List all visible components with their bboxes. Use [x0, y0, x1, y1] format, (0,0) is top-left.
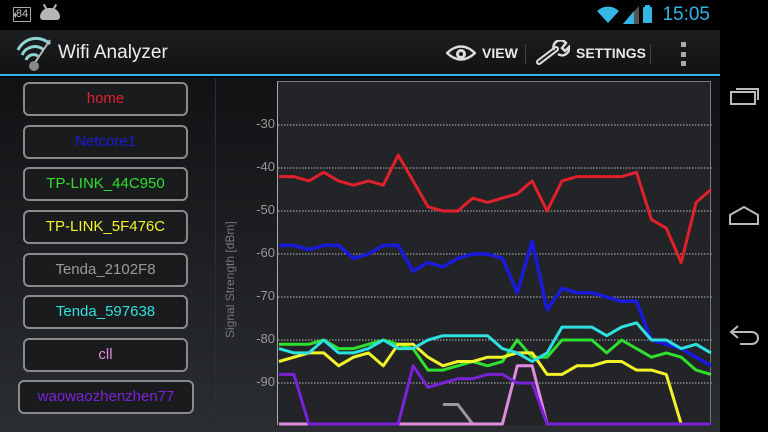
status-bar: 84 15:05 — [0, 0, 720, 30]
eye-icon — [446, 45, 476, 61]
network-button-tp-link-44c950[interactable]: TP-LINK_44C950 — [23, 167, 188, 201]
action-bar: Wifi Analyzer VIEW SETTINGS — [0, 30, 720, 76]
y-tick: -60 — [256, 245, 275, 260]
network-button-tenda-2102f8[interactable]: Tenda_2102F8 — [23, 253, 188, 287]
wrench-icon — [536, 40, 570, 65]
network-label: TP-LINK_44C950 — [46, 175, 165, 192]
network-button-tp-link-5f476c[interactable]: TP-LINK_5F476C — [23, 210, 188, 244]
clock: 15:05 — [662, 4, 710, 25]
main-content: home Netcore1 TP-LINK_44C950 TP-LINK_5F4… — [0, 78, 720, 432]
network-button-home[interactable]: home — [23, 82, 188, 116]
y-tick: -50 — [256, 202, 275, 217]
settings-label: SETTINGS — [576, 45, 647, 61]
signal-line-tenda-597638 — [278, 321, 712, 363]
y-tick: -40 — [256, 159, 275, 174]
network-button-netcore1[interactable]: Netcore1 — [23, 125, 188, 159]
signal-line-tp-link-44c950 — [279, 338, 712, 376]
action-divider — [650, 44, 651, 64]
wifi-analyzer-logo-icon[interactable] — [14, 36, 54, 72]
network-label: Netcore1 — [75, 133, 136, 150]
back-icon[interactable] — [728, 320, 760, 350]
signal-lines — [278, 124, 712, 426]
signal-line-waowaozhenzhen77 — [279, 364, 711, 426]
y-axis-title: Signal Strength [dBm] — [223, 221, 237, 338]
y-tick: -80 — [256, 331, 275, 346]
view-label: VIEW — [482, 45, 518, 61]
network-label: cll — [98, 346, 113, 363]
cell-signal-icon — [623, 6, 640, 24]
overflow-menu-icon[interactable] — [678, 42, 688, 66]
network-label: TP-LINK_5F476C — [45, 218, 166, 235]
network-button-waowaozhenzhen77[interactable]: waowaozhenzhen77 — [18, 380, 194, 414]
signal-line-tp-link-5f476c — [278, 342, 711, 426]
plot-area[interactable] — [277, 81, 712, 426]
settings-button[interactable]: SETTINGS — [536, 30, 646, 76]
android-debug-icon — [40, 8, 60, 20]
view-button[interactable]: VIEW — [446, 30, 518, 76]
network-label: waowaozhenzhen77 — [37, 388, 175, 405]
system-tray: 15:05 — [597, 4, 710, 26]
navigation-bar — [720, 0, 768, 432]
panel-divider — [215, 78, 216, 432]
battery-charging-icon — [643, 5, 653, 23]
network-button-cll[interactable]: cll — [23, 338, 188, 372]
recent-apps-icon[interactable] — [728, 82, 760, 112]
y-tick: -30 — [256, 116, 275, 131]
y-tick: -90 — [256, 374, 275, 389]
home-icon[interactable] — [728, 200, 760, 230]
network-label: Tenda_597638 — [55, 303, 156, 320]
network-legend-list: home Netcore1 TP-LINK_44C950 TP-LINK_5F4… — [0, 78, 214, 432]
app-title: Wifi Analyzer — [58, 42, 168, 63]
wifi-signal-icon — [597, 6, 620, 23]
y-tick: -70 — [256, 288, 275, 303]
signal-line-home — [279, 153, 712, 265]
network-label: home — [86, 90, 125, 107]
network-button-tenda-597638[interactable]: Tenda_597638 — [23, 295, 188, 329]
notification-count-icon: 84 — [13, 7, 31, 22]
signal-line-netcore1 — [279, 239, 712, 368]
network-label: Tenda_2102F8 — [55, 261, 156, 278]
signal-line-tenda-2102f8 — [442, 403, 474, 425]
action-divider — [525, 44, 526, 64]
signal-chart: Signal Strength [dBm] -30 -40 -50 -60 -7… — [217, 78, 720, 432]
